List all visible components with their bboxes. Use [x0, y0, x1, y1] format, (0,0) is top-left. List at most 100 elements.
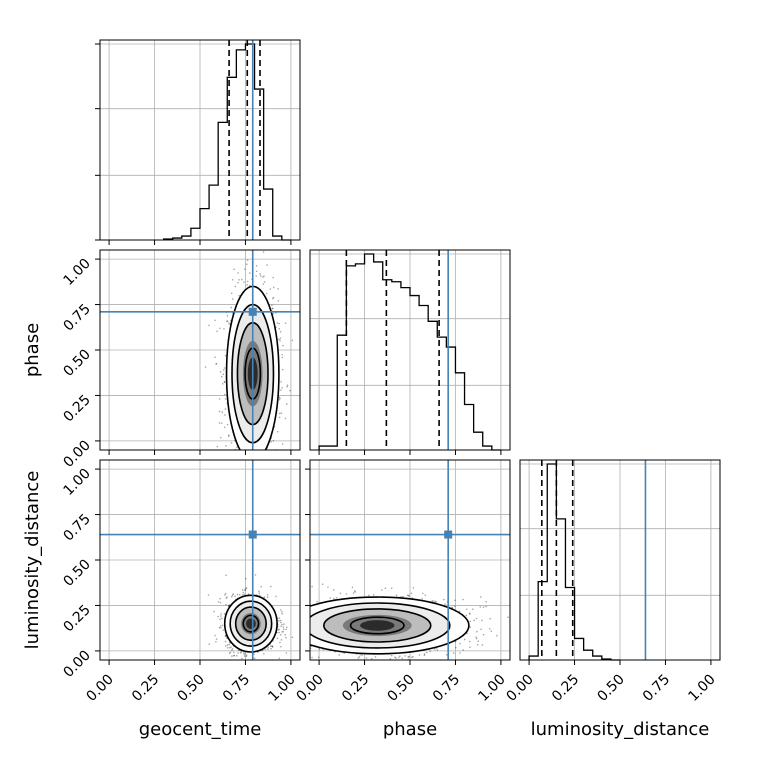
- sample-point: [304, 615, 306, 617]
- sample-point: [220, 613, 222, 615]
- sample-point: [219, 618, 221, 621]
- sample-point: [245, 587, 247, 590]
- sample-point: [272, 296, 275, 299]
- sample-point: [305, 631, 307, 633]
- sample-point: [272, 439, 275, 442]
- sample-point: [229, 646, 231, 649]
- sample-point: [226, 644, 229, 646]
- sample-point: [343, 652, 345, 655]
- sample-point: [296, 614, 298, 616]
- sample-point: [238, 464, 240, 466]
- sample-point: [208, 324, 210, 327]
- sample-point: [284, 596, 286, 598]
- sample-point: [302, 635, 304, 637]
- sample-point: [281, 623, 283, 626]
- sample-point: [469, 620, 471, 623]
- x-tick-label: 0.75: [220, 672, 253, 705]
- sample-point: [258, 592, 261, 594]
- sample-point: [281, 386, 283, 389]
- sample-point: [266, 594, 269, 596]
- sample-point: [280, 381, 282, 383]
- sample-point: [281, 443, 284, 445]
- sample-point: [434, 600, 436, 603]
- sample-point: [296, 628, 298, 630]
- sample-point: [272, 286, 275, 289]
- sample-point: [220, 375, 223, 378]
- sample-point: [469, 646, 471, 648]
- sample-point: [247, 483, 249, 485]
- x-tick-label: 0.25: [549, 672, 582, 705]
- sample-point: [239, 469, 241, 471]
- sample-point: [481, 619, 483, 622]
- density-panel-luminosity_distance-vs-geocent_time: 0.00 0.25 0.50 0.75 1.000.000.250.500.751.00: [60, 459, 301, 705]
- sample-point: [254, 466, 256, 468]
- sample-point: [301, 625, 303, 627]
- histogram-step: [318, 253, 501, 451]
- sample-point: [256, 458, 258, 460]
- sample-point: [318, 648, 321, 650]
- sample-point: [278, 322, 280, 325]
- sample-point: [266, 477, 268, 479]
- sample-point: [271, 307, 274, 310]
- sample-point: [408, 655, 410, 658]
- sample-point: [304, 645, 306, 647]
- y-tick-label: 0.50: [60, 557, 93, 590]
- x-tick-label: 0.50: [594, 672, 627, 705]
- sample-point: [284, 606, 286, 608]
- sample-point: [297, 644, 299, 646]
- sample-point: [412, 655, 414, 658]
- sample-point: [279, 641, 281, 644]
- sample-point: [444, 603, 446, 606]
- contour-line: [242, 614, 260, 633]
- sample-point: [228, 604, 231, 606]
- sample-point: [259, 275, 262, 277]
- sample-point: [243, 281, 245, 283]
- sample-point: [517, 648, 519, 650]
- sample-point: [327, 586, 329, 588]
- sample-point: [468, 640, 471, 643]
- sample-point: [232, 593, 235, 595]
- density-panel-phase-vs-geocent_time: 0.000.250.500.751.00: [60, 249, 301, 494]
- sample-point: [229, 651, 232, 654]
- sample-point: [218, 627, 221, 629]
- sample-point: [305, 598, 307, 600]
- sample-point: [301, 628, 303, 630]
- sample-point: [279, 339, 281, 342]
- sample-point: [311, 585, 313, 588]
- sample-point: [459, 652, 461, 654]
- sample-point: [282, 344, 284, 347]
- sample-point: [280, 609, 282, 611]
- sample-point: [287, 614, 289, 616]
- x-tick-label: 1.00: [685, 672, 718, 705]
- sample-point: [421, 598, 424, 600]
- y-axis-label: luminosity_distance: [22, 471, 43, 650]
- sample-point: [230, 292, 233, 295]
- sample-point: [431, 600, 433, 602]
- x-tick-label: 0.75: [640, 672, 673, 705]
- sample-point: [224, 592, 227, 595]
- sample-point: [272, 276, 274, 279]
- sample-point: [282, 626, 285, 628]
- sample-point: [207, 594, 210, 596]
- sample-point: [295, 633, 297, 635]
- sample-point: [228, 322, 230, 324]
- sample-point: [311, 656, 313, 659]
- sample-point: [214, 634, 216, 637]
- sample-point: [395, 657, 397, 659]
- sample-point: [303, 620, 305, 622]
- sample-point: [253, 657, 256, 660]
- sample-point: [235, 654, 238, 657]
- sample-point: [228, 652, 231, 655]
- sample-point: [204, 366, 207, 368]
- sample-point: [297, 630, 299, 632]
- sample-point: [243, 653, 246, 655]
- sample-point: [286, 619, 288, 621]
- sample-point: [404, 655, 406, 657]
- sample-point: [285, 640, 287, 642]
- sample-point: [271, 651, 273, 653]
- sample-point: [223, 381, 226, 384]
- sample-point: [307, 607, 309, 609]
- sample-point: [215, 363, 217, 365]
- sample-point: [285, 652, 288, 654]
- sample-point: [250, 492, 252, 494]
